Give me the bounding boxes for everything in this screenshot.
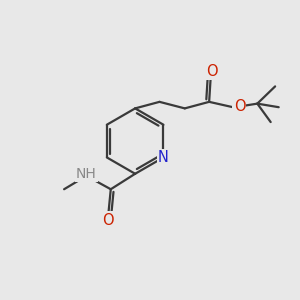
Text: O: O (206, 64, 217, 79)
Text: O: O (103, 213, 114, 228)
Text: NH: NH (76, 167, 97, 182)
Text: O: O (234, 99, 245, 114)
Text: N: N (158, 150, 169, 165)
